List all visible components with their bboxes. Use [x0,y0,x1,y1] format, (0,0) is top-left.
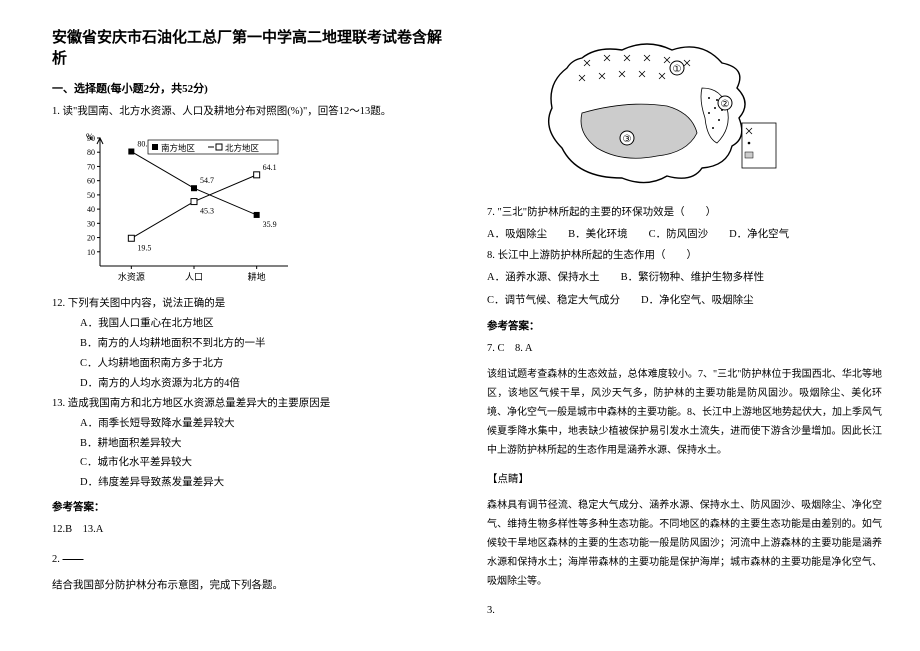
q1-intro: 1. 读"我国南、北方水资源、人口及耕地分布对照图(%)"，回答12～13题。 [52,102,447,122]
svg-text:30: 30 [87,219,95,228]
q13-opt-d: D．纬度差异导致蒸发量差异大 [52,473,447,493]
q7-opts: A．吸烟除尘 B．美化环境 C．防风固沙 D．净化空气 [487,223,882,246]
svg-text:90: 90 [87,134,95,143]
hint-label: 【点睛】 [487,470,882,490]
q13-opt-b: B．耕地面积差异较大 [52,434,447,454]
svg-text:19.5: 19.5 [137,243,151,252]
q13-stem: 13. 造成我国南方和北方地区水资源总量差异大的主要原因是 [52,394,447,414]
q12-opt-c: C．人均耕地面积南方多于北方 [52,354,447,374]
chart-water-pop-land: %102030405060708090水资源人口耕地80.519.554.745… [66,128,447,288]
answer-label-2: 参考答案： [487,318,882,333]
page-title: 安徽省安庆市石油化工总厂第一中学高二地理联考试卷含解析 [52,28,447,70]
map-label-3: ③ [623,134,632,145]
svg-text:20: 20 [87,233,95,242]
q3-head: 3. [487,601,882,621]
svg-text:水资源: 水资源 [118,271,145,282]
q13-opt-c: C．城市化水平差异较大 [52,453,447,473]
svg-text:64.1: 64.1 [263,163,277,172]
svg-text:南方地区: 南方地区 [161,143,196,153]
q8-opts-cd: C．调节气候、稳定大气成分 D．净化空气、吸烟除尘 [487,289,882,312]
q8-opts-ab: A．涵养水源、保持水土 B．繁衍物种、维护生物多样性 [487,266,882,289]
china-map-figure: ① ② ③ [527,28,882,193]
q12-opt-a: A．我国人口重心在北方地区 [52,314,447,334]
analysis-7-8: 该组试题考查森林的生态效益，总体难度较小。7、"三北"防护林位于我国西北、华北等… [487,365,882,460]
q12-stem: 12. 下列有关图中内容，说法正确的是 [52,294,447,314]
q12-opt-b: B．南方的人均耕地面积不到北方的一半 [52,334,447,354]
svg-text:54.7: 54.7 [200,176,214,185]
map-label-2: ② [721,99,730,110]
q2-intro: 结合我国部分防护林分布示意图，完成下列各题。 [52,576,447,596]
svg-text:40: 40 [87,205,95,214]
q8-stem: 8. 长江中上游防护林所起的生态作用（ ） [487,246,882,266]
answer-12-13: 12.B 13.A [52,520,447,540]
q12-opt-d: D．南方的人均水资源为北方的4倍 [52,374,447,394]
svg-text:80: 80 [87,148,95,157]
svg-text:70: 70 [87,162,95,171]
q7-stem: 7. "三北"防护林所起的主要的环保功效是（ ） [487,203,882,223]
section-1-heading: 一、选择题(每小题2分，共52分) [52,80,447,96]
q2-head: 2. [52,550,447,570]
svg-text:50: 50 [87,191,95,200]
answer-7-8: 7. C 8. A [487,339,882,359]
answer-label-1: 参考答案： [52,499,447,514]
svg-text:45.3: 45.3 [200,207,214,216]
svg-text:60: 60 [87,177,95,186]
q13-opt-a: A．雨季长短导致降水量差异较大 [52,414,447,434]
svg-text:10: 10 [87,248,95,257]
svg-text:北方地区: 北方地区 [225,143,260,153]
hint-body: 森林具有调节径流、稳定大气成分、涵养水源、保持水土、防风固沙、吸烟除尘、净化空气… [487,496,882,591]
svg-text:人口: 人口 [185,272,203,282]
svg-text:35.9: 35.9 [263,220,277,229]
map-label-1: ① [673,64,682,75]
svg-text:耕地: 耕地 [248,271,266,282]
